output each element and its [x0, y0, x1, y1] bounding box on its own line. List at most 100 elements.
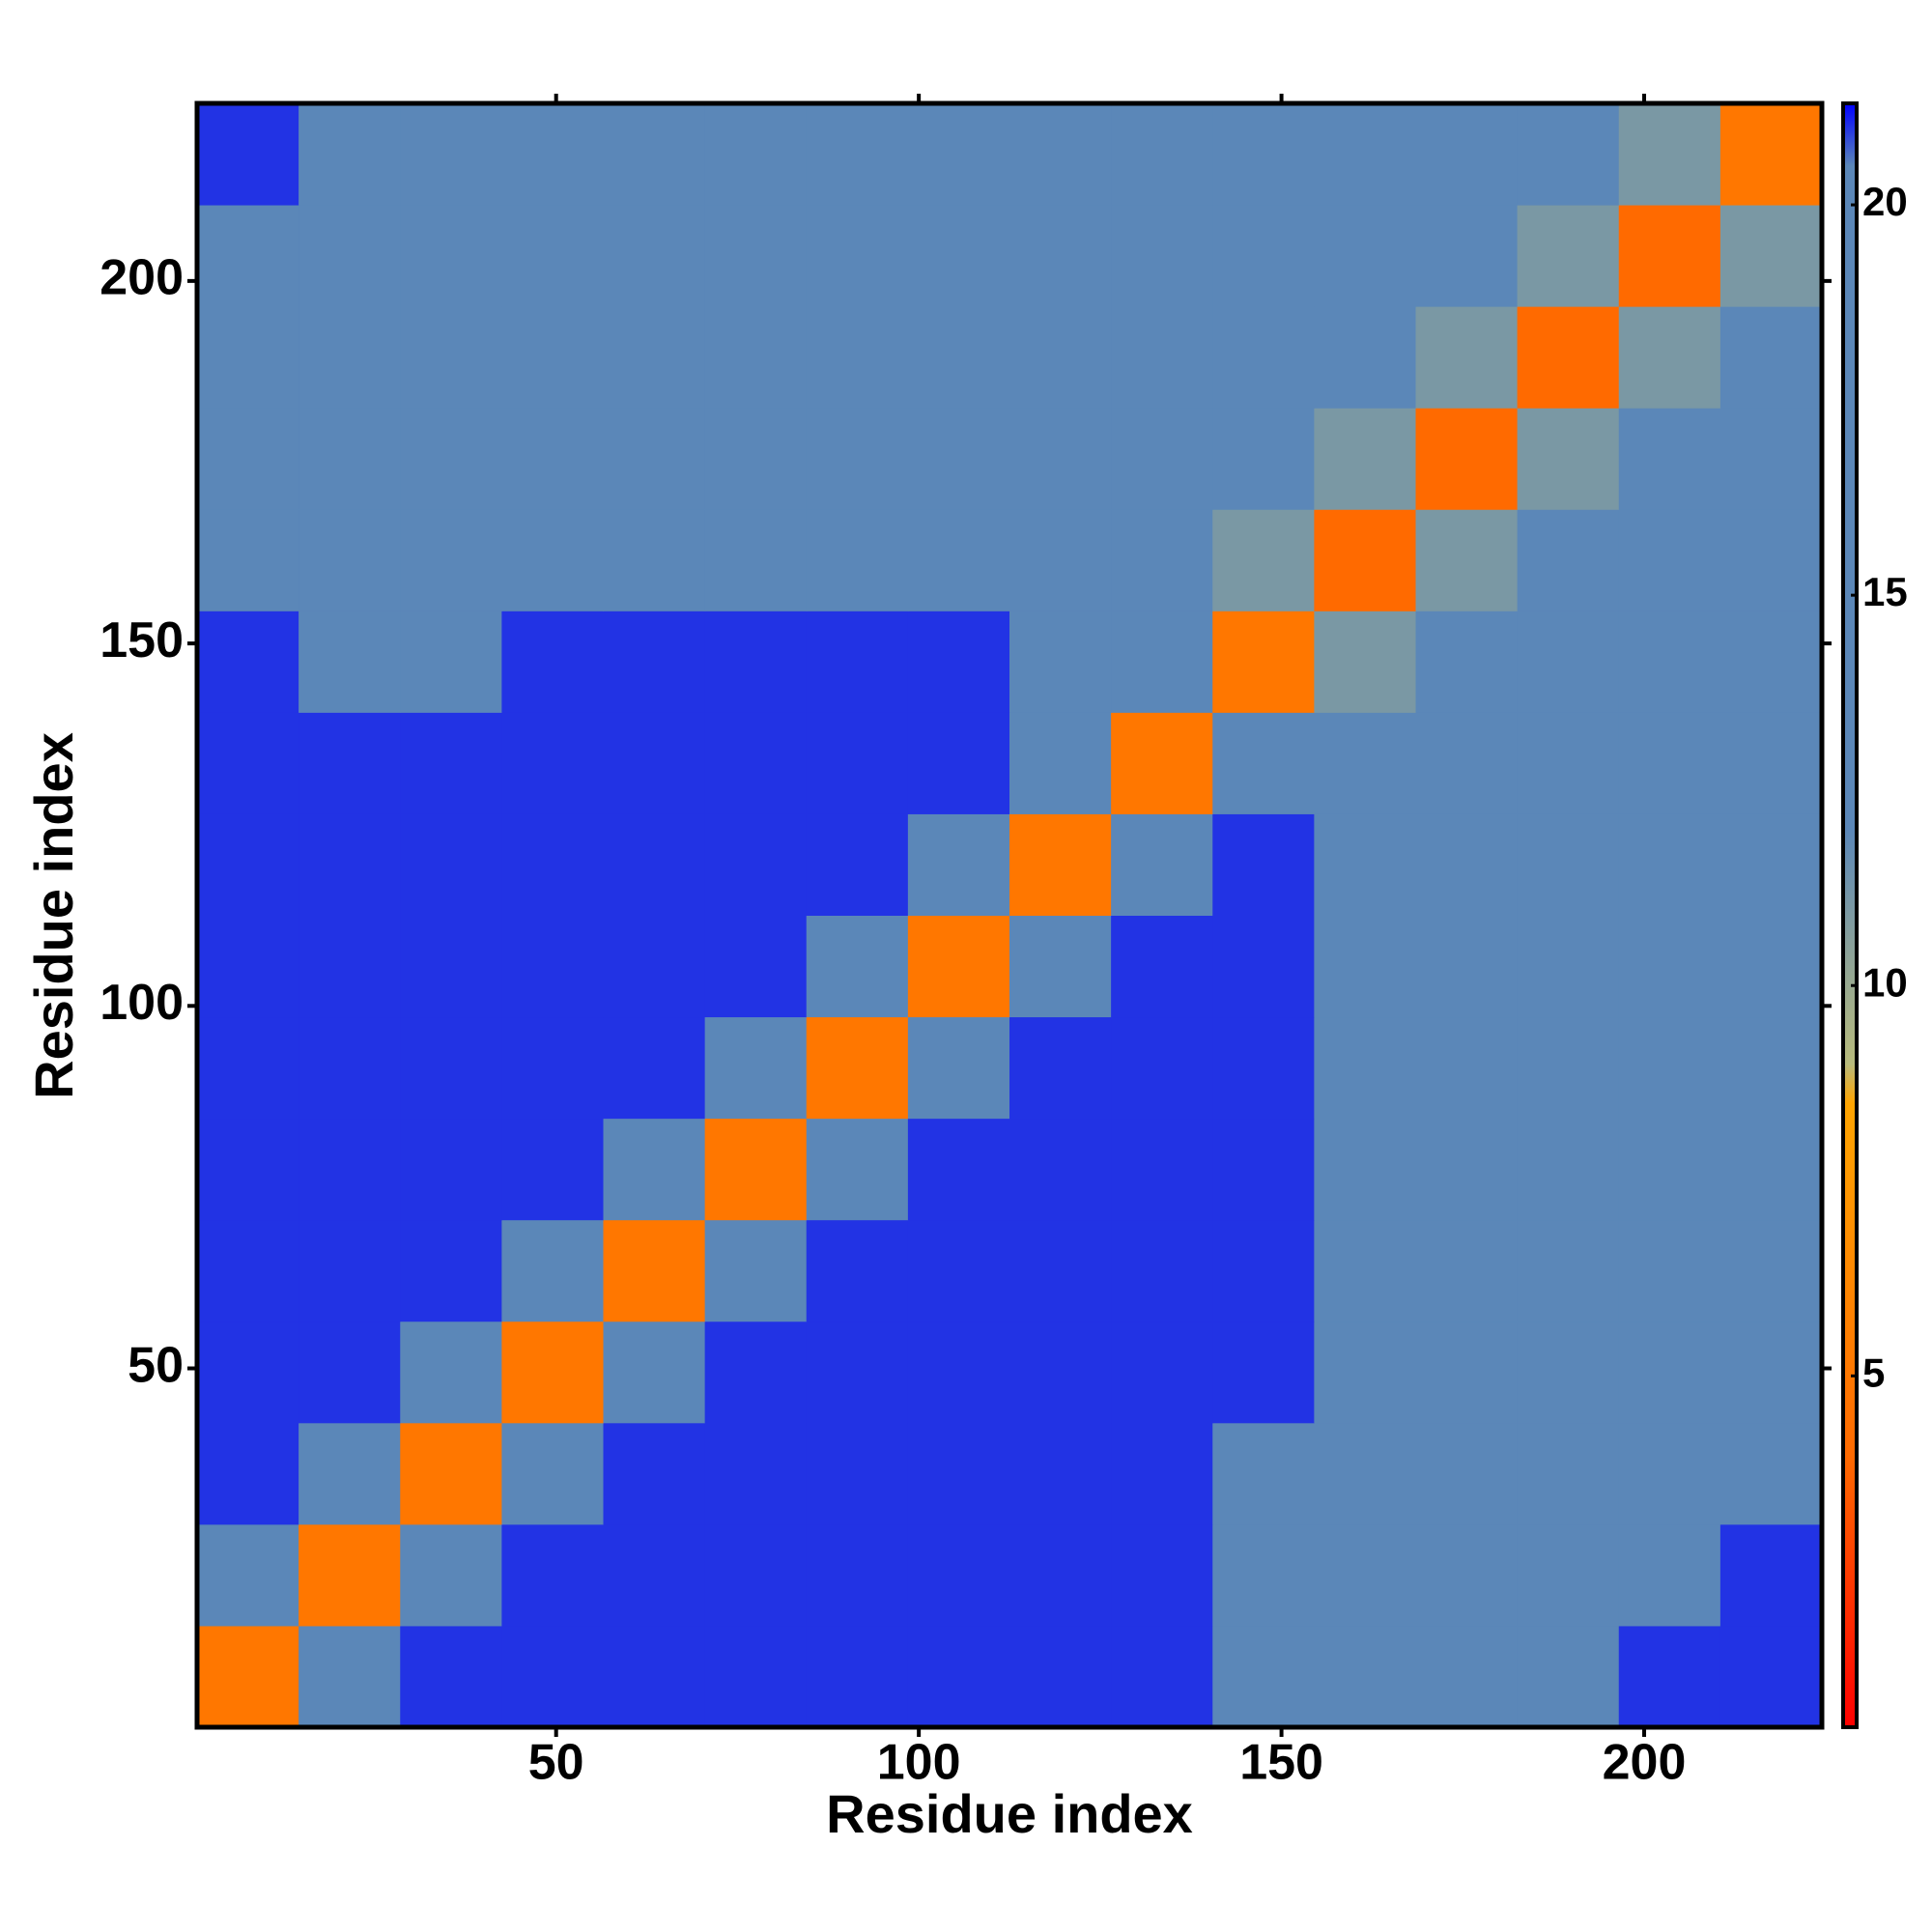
heatmap-cell [1618, 306, 1721, 409]
heatmap-cell [400, 509, 502, 611]
heatmap-cell [806, 1219, 909, 1322]
heatmap-cell [1618, 813, 1721, 916]
heatmap-cell [1719, 611, 1823, 713]
heatmap-cell [1212, 1016, 1315, 1120]
heatmap-cell [1314, 611, 1416, 713]
heatmap-cell [1009, 1625, 1112, 1728]
heatmap-cell [1212, 306, 1315, 409]
heatmap-cell [907, 915, 1010, 1018]
heatmap-cell [1111, 205, 1213, 307]
heatmap-cell [298, 1219, 401, 1322]
heatmap-cell [1618, 205, 1721, 307]
heatmap-cell [1415, 103, 1519, 206]
heatmap-cell [806, 712, 909, 814]
heatmap-cell [501, 813, 604, 916]
heatmap-cell [1111, 1118, 1213, 1221]
heatmap-cell [197, 1118, 299, 1221]
heatmap-cell [501, 1422, 604, 1525]
colorbar-tick-label: 5 [1862, 1350, 1885, 1395]
heatmap-cell [400, 306, 502, 409]
heatmap-cell [907, 509, 1010, 611]
x-axis-title: Residue index [826, 1783, 1193, 1844]
heatmap-cell [1719, 1016, 1823, 1120]
heatmap-cell [1618, 1219, 1721, 1322]
heatmap-cell [1415, 915, 1519, 1018]
heatmap-cell [298, 813, 401, 916]
heatmap-cell [1517, 509, 1620, 611]
heatmap-cell [400, 712, 502, 814]
heatmap-cell [1517, 1118, 1620, 1221]
heatmap-cell [1212, 205, 1315, 307]
heatmap-cell [1212, 915, 1315, 1018]
heatmap-cell [1719, 103, 1823, 206]
colorbar-segment [1843, 1102, 1857, 1455]
heatmap-cell [1009, 306, 1112, 409]
heatmap-cell [400, 1219, 502, 1322]
heatmap-cell [1314, 1625, 1416, 1728]
heatmap-cell [603, 712, 706, 814]
heatmap-cell [1111, 813, 1213, 916]
heatmap-cell [501, 306, 604, 409]
heatmap-cell [1111, 712, 1213, 814]
heatmap-cell [1415, 1016, 1519, 1120]
heatmap-cell [1415, 306, 1519, 409]
heatmap-cell [1009, 915, 1112, 1018]
heatmap-cell [704, 1118, 808, 1221]
heatmap-cell [298, 509, 401, 611]
heatmap-cell [1009, 205, 1112, 307]
heatmap-cell [197, 509, 299, 611]
heatmap-cell [400, 1625, 502, 1728]
heatmap-cell [1415, 1321, 1519, 1424]
heatmap-cell [1212, 1422, 1315, 1525]
plot-frame [194, 100, 1825, 1730]
heatmap-cell [197, 1523, 299, 1627]
colorbar-tick-label: 20 [1862, 179, 1908, 224]
heatmap-cell [806, 813, 909, 916]
heatmap-cell [806, 1016, 909, 1120]
heatmap-cell [704, 611, 808, 713]
heatmap-cell [907, 1118, 1010, 1221]
heatmap-cell [1212, 1321, 1315, 1424]
heatmap-cell [1415, 712, 1519, 814]
heatmap-cell [704, 509, 808, 611]
heatmap-cell [400, 103, 502, 206]
heatmap-cell [1212, 103, 1315, 206]
heatmap-cell [298, 1016, 401, 1120]
heatmap-cell [806, 1422, 909, 1525]
heatmap-cell [1719, 1321, 1823, 1424]
heatmap-cell [1314, 813, 1416, 916]
heatmap-cell [400, 813, 502, 916]
heatmap-cell [806, 1625, 909, 1728]
heatmap-cell [1618, 1118, 1721, 1221]
colorbar-segment [1843, 165, 1857, 831]
heatmap-cell [806, 1118, 909, 1221]
heatmap-cell [1111, 1321, 1213, 1424]
heatmap-cell [603, 813, 706, 916]
heatmap-cell [907, 1219, 1010, 1322]
heatmap-cell [1111, 915, 1213, 1018]
heatmap-cell [1111, 408, 1213, 510]
x-tick-label: 50 [528, 1735, 584, 1791]
heatmap-cell [400, 915, 502, 1018]
heatmap-cell [907, 408, 1010, 510]
heatmap-cell [806, 103, 909, 206]
x-tick-label: 200 [1603, 1735, 1687, 1791]
heatmap-cell [1009, 509, 1112, 611]
heatmap-cell [1009, 1422, 1112, 1525]
heatmap-cell [806, 306, 909, 409]
heatmap-cell [501, 1118, 604, 1221]
heatmap-cell [603, 1118, 706, 1221]
heatmap-cell [1111, 1016, 1213, 1120]
heatmap-cell [1517, 1219, 1620, 1322]
heatmap-cell [1314, 915, 1416, 1018]
heatmap-cell [1009, 408, 1112, 510]
heatmap-cell [1314, 509, 1416, 611]
heatmap-cell [298, 712, 401, 814]
heatmap-cell [603, 205, 706, 307]
heatmap-cell [806, 1321, 909, 1424]
heatmap-cell [1618, 1321, 1721, 1424]
heatmap-cell [1517, 813, 1620, 916]
heatmap-cell [1517, 915, 1620, 1018]
colorbar-segment [1843, 829, 1857, 1065]
